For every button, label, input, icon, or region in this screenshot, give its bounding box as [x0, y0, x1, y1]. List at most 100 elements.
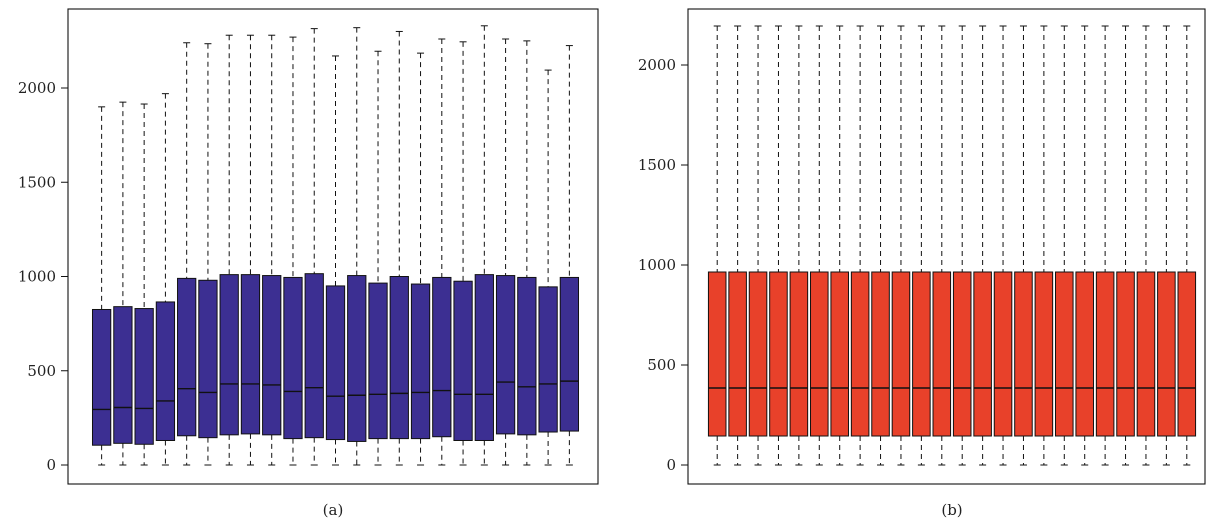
y-tick-label: 1000	[18, 268, 56, 286]
y-tick-label: 500	[27, 362, 56, 380]
iqr-box	[707, 271, 727, 437]
iqr-box	[410, 283, 431, 440]
iqr-box	[1136, 271, 1156, 437]
box-22	[538, 69, 558, 466]
box-13	[347, 27, 367, 466]
iqr-box	[240, 274, 261, 435]
box-7	[830, 25, 849, 466]
box-16	[410, 52, 431, 466]
box-20	[495, 38, 516, 466]
box-9	[262, 34, 282, 466]
iqr-box	[368, 282, 388, 440]
box-12	[932, 25, 952, 466]
iqr-box	[134, 308, 154, 445]
box-10	[891, 25, 911, 466]
box-2	[113, 101, 133, 466]
plot-frame	[687, 8, 1206, 485]
iqr-box	[769, 271, 788, 437]
panel-a: 0 500 1000 1500 2000	[18, 8, 599, 485]
box-17	[432, 38, 452, 466]
box-8	[240, 34, 261, 466]
iqr-box	[1116, 271, 1135, 437]
panel-a-caption: (a)	[323, 501, 344, 519]
iqr-box	[262, 275, 282, 436]
panel-b-caption: (b)	[941, 501, 962, 519]
y-tick-label: 500	[647, 356, 676, 374]
iqr-box	[389, 276, 409, 440]
y-tick-label: 1000	[638, 256, 676, 274]
iqr-box	[538, 286, 558, 433]
iqr-box	[1034, 271, 1054, 437]
iqr-box	[325, 285, 346, 441]
box-23	[559, 45, 580, 466]
box-23	[1157, 25, 1176, 466]
iqr-box	[155, 301, 176, 441]
box-24	[1177, 25, 1197, 466]
box-10	[283, 36, 303, 466]
iqr-box	[789, 271, 809, 437]
box-11	[912, 25, 931, 466]
box-7	[219, 34, 239, 466]
box-15	[993, 25, 1013, 466]
iqr-box	[952, 271, 972, 437]
box-17	[1034, 25, 1054, 466]
iqr-box	[474, 274, 494, 441]
box-18	[453, 41, 473, 466]
iqr-box	[728, 271, 747, 437]
iqr-box	[304, 273, 324, 439]
iqr-box	[347, 275, 367, 442]
box-3	[748, 25, 768, 466]
iqr-box	[912, 271, 931, 437]
iqr-box	[198, 279, 218, 439]
iqr-box	[453, 280, 473, 441]
iqr-box	[219, 274, 239, 436]
box-15	[389, 30, 409, 466]
box-1	[91, 106, 112, 466]
iqr-box	[1177, 271, 1197, 437]
box-1	[707, 25, 727, 466]
box-16	[1014, 25, 1033, 466]
box-11	[304, 28, 324, 466]
y-tick-label: 2000	[638, 56, 676, 74]
box-4	[155, 93, 176, 466]
iqr-box	[1157, 271, 1176, 437]
iqr-box	[283, 276, 303, 440]
iqr-box	[559, 276, 580, 432]
iqr-box	[1075, 271, 1094, 437]
panel-b: 0 500 1000 1500 2000	[638, 8, 1206, 485]
box-6	[810, 25, 829, 466]
iqr-box	[891, 271, 911, 437]
box-18	[1055, 25, 1074, 466]
iqr-box	[1055, 271, 1074, 437]
box-13	[952, 25, 972, 466]
box-19	[474, 25, 494, 466]
iqr-box	[993, 271, 1013, 437]
iqr-box	[748, 271, 768, 437]
box-9	[871, 25, 890, 466]
box-3	[134, 103, 154, 466]
box-14	[368, 50, 388, 466]
iqr-box	[973, 271, 992, 437]
iqr-box	[1014, 271, 1033, 437]
iqr-box	[810, 271, 829, 437]
box-12	[325, 55, 346, 466]
iqr-box	[850, 271, 870, 437]
iqr-box	[91, 308, 112, 446]
iqr-box	[432, 276, 452, 438]
box-2	[728, 25, 747, 466]
box-14	[973, 25, 992, 466]
box-5	[789, 25, 809, 466]
y-tick-label: 1500	[18, 173, 56, 191]
y-tick-label: 2000	[18, 79, 56, 97]
box-8	[850, 25, 870, 466]
iqr-box	[1095, 271, 1115, 437]
iqr-box	[871, 271, 890, 437]
box-20	[1095, 25, 1115, 466]
iqr-box	[932, 271, 952, 437]
box-21	[1116, 25, 1135, 466]
box-22	[1136, 25, 1156, 466]
y-tick-label: 0	[666, 456, 676, 474]
iqr-box	[177, 277, 197, 437]
